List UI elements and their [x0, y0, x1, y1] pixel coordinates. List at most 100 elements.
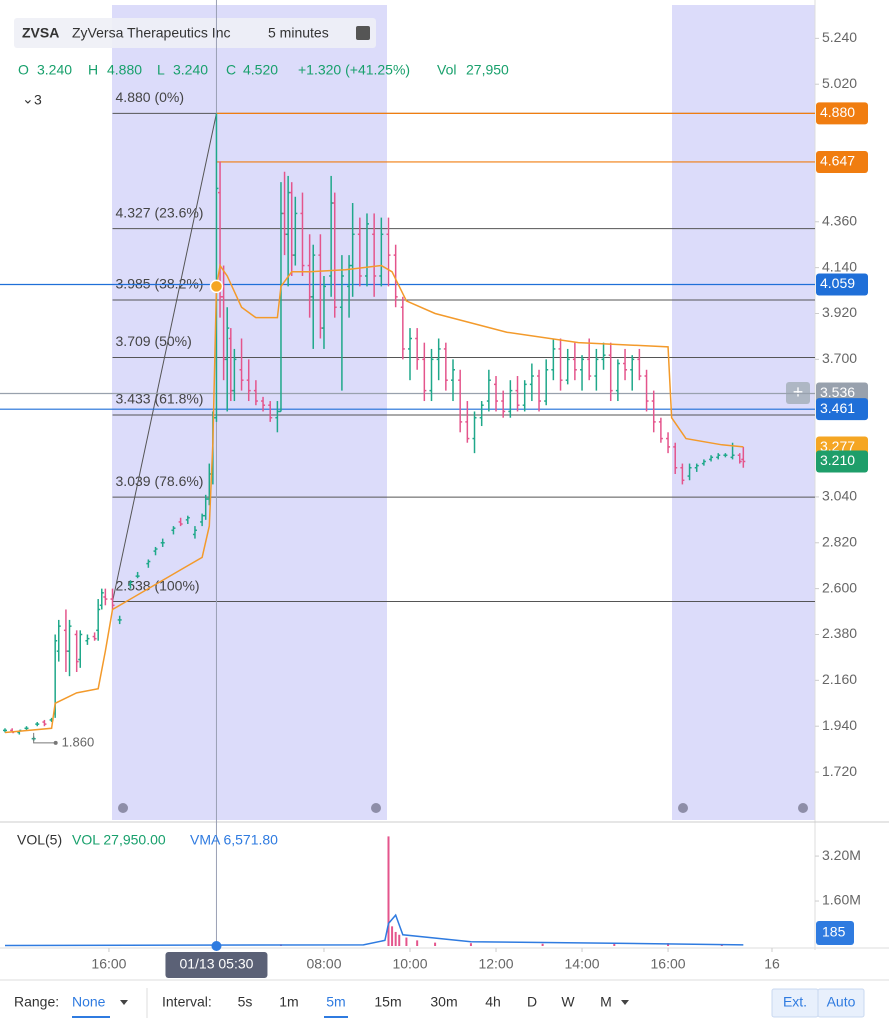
- fib-label: 3.985 (38.2%): [116, 276, 204, 292]
- y-tick-label: 5.020: [822, 75, 857, 91]
- fib-trend: [112, 113, 217, 602]
- moon-icon: [118, 803, 128, 813]
- interval-option[interactable]: 15m: [374, 994, 401, 1010]
- vol-tick-label: 3.20M: [822, 847, 861, 863]
- volume-bar: [387, 836, 390, 946]
- fib-label: 3.039 (78.6%): [116, 473, 204, 489]
- interval-option[interactable]: M: [600, 994, 612, 1010]
- session-shade: [112, 5, 387, 820]
- interval-option[interactable]: W: [561, 994, 575, 1010]
- price-tag-label: 4.059: [820, 275, 855, 291]
- quote-item: O: [18, 62, 29, 78]
- interval-option[interactable]: 5m: [326, 994, 345, 1010]
- y-tick-label: 2.600: [822, 579, 857, 595]
- interval-option[interactable]: 5s: [238, 994, 253, 1010]
- x-tick-label: 08:00: [306, 956, 341, 972]
- range-label: Range:: [14, 994, 59, 1010]
- volume-bar: [613, 943, 616, 946]
- y-tick-label: 1.940: [822, 717, 857, 733]
- y-tick-label: 4.140: [822, 258, 857, 274]
- fib-label: 3.709 (50%): [116, 333, 192, 349]
- volume-bar: [434, 942, 437, 946]
- price-tag-label: 3.210: [820, 452, 855, 468]
- symbol-box: [14, 18, 376, 48]
- price-tag: [816, 150, 868, 173]
- company-name: ZyVersa Therapeutics Inc: [72, 25, 230, 41]
- fib-label: 2.538 (100%): [116, 577, 200, 593]
- x-tick-label: 16: [764, 956, 780, 972]
- interval-option[interactable]: 30m: [430, 994, 457, 1010]
- quote-item: H: [88, 62, 98, 78]
- quote-item: 4.880: [107, 62, 142, 78]
- y-tick-label: 1.720: [822, 763, 857, 779]
- price-tag: [816, 273, 868, 296]
- fib-label: 4.880 (0%): [116, 89, 184, 105]
- y-tick-label: 3.700: [822, 350, 857, 366]
- price-tag-label: 4.647: [820, 153, 855, 169]
- price-tag-label: 4.880: [820, 104, 855, 120]
- toolbar-button-label[interactable]: Auto: [827, 994, 856, 1010]
- x-tick-label: 10:00: [392, 956, 427, 972]
- caret[interactable]: [621, 1000, 629, 1005]
- volume-bar: [416, 940, 419, 946]
- vol-title: VOL(5): [17, 832, 62, 848]
- vma-label: VMA 6,571.80: [190, 832, 278, 848]
- y-tick-label: 3.040: [822, 488, 857, 504]
- toolbar-button-label[interactable]: Ext.: [783, 994, 807, 1010]
- crosshair-box: [165, 952, 268, 978]
- quote-item: 4.520: [243, 62, 278, 78]
- low-dot: [53, 740, 58, 745]
- range-value[interactable]: None: [72, 994, 106, 1010]
- vol-tag: [816, 921, 854, 945]
- fib-label: 3.433 (61.8%): [116, 391, 204, 407]
- sun-icon: [798, 803, 808, 813]
- volume-bar: [398, 934, 401, 946]
- low-marker: [33, 732, 56, 744]
- quote-item: Vol: [437, 62, 456, 78]
- low-label: 1.860: [62, 734, 95, 749]
- add-icon[interactable]: +: [793, 382, 804, 402]
- crosshair-handle[interactable]: [211, 941, 222, 951]
- caret[interactable]: [120, 1000, 128, 1005]
- vma-line: [4, 913, 744, 947]
- symbol: ZVSA: [22, 25, 59, 41]
- moving-average: [4, 263, 744, 734]
- chevron[interactable]: ⌄: [22, 91, 34, 107]
- crosshair-label: 01/13 05:30: [179, 956, 253, 972]
- quote-item: +1.320 (+41.25%): [298, 62, 410, 78]
- quote-item: 3.240: [173, 62, 208, 78]
- volume-bar: [394, 931, 397, 946]
- x-tick-label: 12:00: [478, 956, 513, 972]
- menu-icon[interactable]: [356, 26, 370, 40]
- price-tag-label: 3.536: [820, 384, 855, 400]
- price-tag: [816, 102, 868, 125]
- interval-label: Interval:: [162, 994, 212, 1010]
- toolbar-button[interactable]: [817, 988, 865, 1018]
- studies-count[interactable]: 3: [34, 92, 42, 108]
- volume-bar: [541, 943, 544, 946]
- quote-item: L: [157, 62, 165, 78]
- quote-item: 3.240: [37, 62, 72, 78]
- crosshair-dot: [209, 279, 224, 294]
- vol-tag-label: 185: [822, 924, 846, 940]
- y-tick-label: 2.380: [822, 625, 857, 641]
- volume-bar: [405, 937, 408, 946]
- interval-option[interactable]: 4h: [485, 994, 501, 1010]
- x-tick-label: 14:00: [565, 956, 600, 972]
- y-tick-label: 3.920: [822, 304, 857, 320]
- volume-bar: [469, 943, 472, 946]
- vol-tick-label: 1.60M: [822, 892, 861, 908]
- moon-icon: [678, 803, 688, 813]
- interval-option[interactable]: D: [527, 994, 537, 1010]
- interval: 5 minutes: [268, 25, 329, 41]
- vol-last: VOL 27,950.00: [72, 832, 166, 848]
- volume-bar: [391, 926, 394, 946]
- price-tag-label: 3.277: [820, 438, 855, 454]
- interval-option[interactable]: 1m: [279, 994, 298, 1010]
- y-tick-label: 5.240: [822, 29, 857, 45]
- sun-icon: [371, 803, 381, 813]
- price-tag: [816, 450, 868, 473]
- quote-item: C: [226, 62, 236, 78]
